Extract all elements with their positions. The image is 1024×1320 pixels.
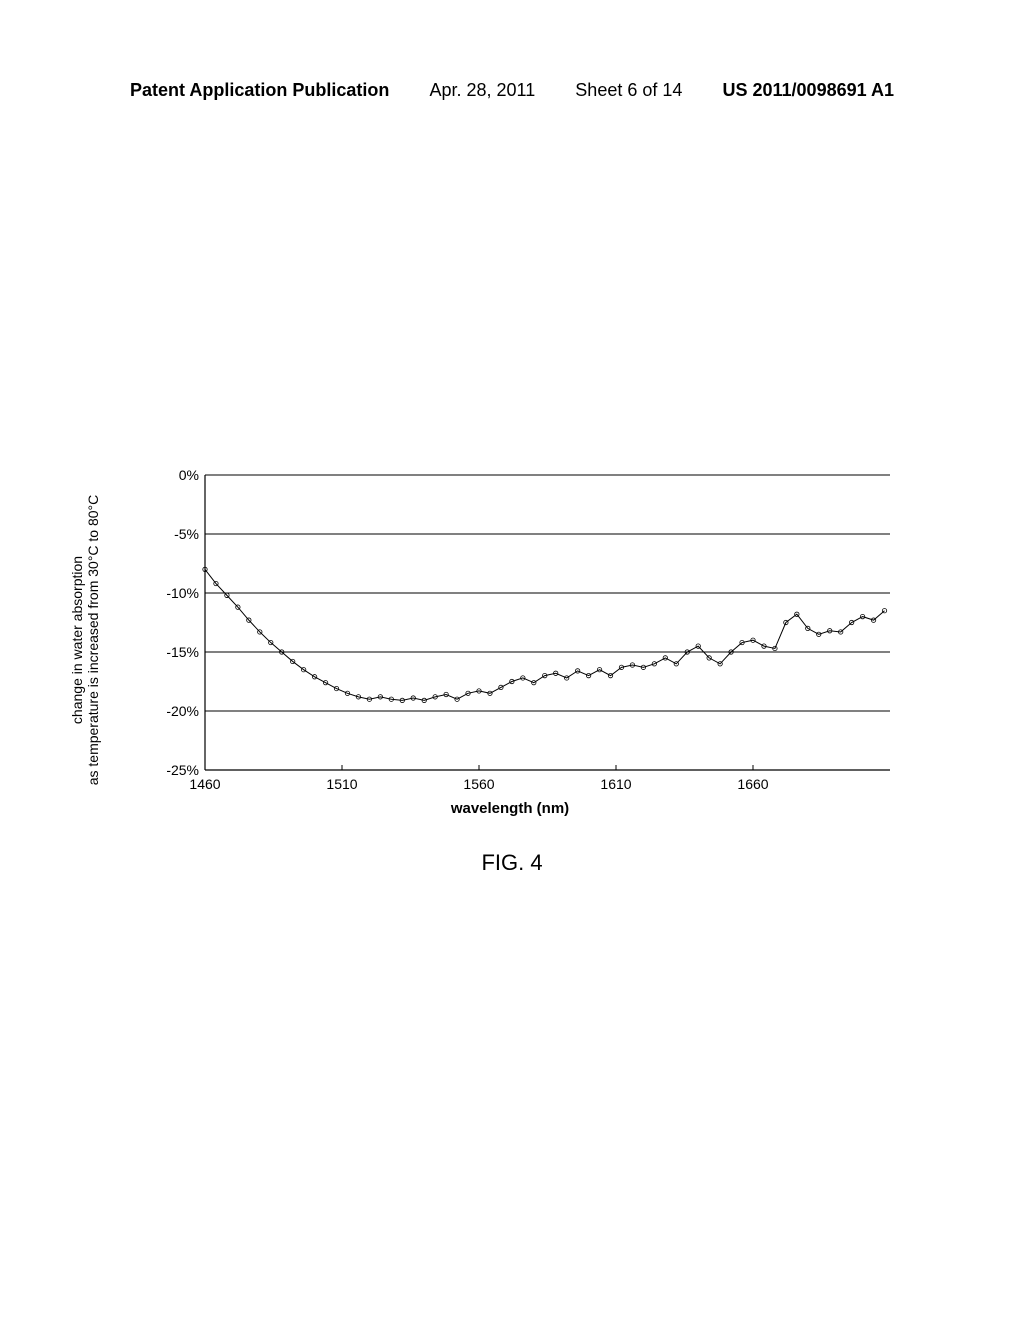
document-number: US 2011/0098691 A1 bbox=[722, 80, 893, 101]
y-tick-label: -20% bbox=[166, 703, 199, 719]
publication-label: Patent Application Publication bbox=[130, 80, 389, 101]
y-tick-label: -10% bbox=[166, 585, 199, 601]
sheet-number: Sheet 6 of 14 bbox=[575, 80, 682, 101]
x-tick-label: 1610 bbox=[600, 776, 631, 792]
x-tick-label: 1660 bbox=[737, 776, 768, 792]
plot-area: 0%-5%-10%-15%-20%-25%1460151015601610166… bbox=[205, 475, 890, 770]
x-tick-label: 1460 bbox=[189, 776, 220, 792]
x-axis-label: wavelength (nm) bbox=[451, 800, 569, 817]
chart-svg bbox=[205, 475, 890, 770]
y-tick-label: -5% bbox=[174, 526, 199, 542]
y-tick-label: -15% bbox=[166, 644, 199, 660]
y-axis-label: change in water absorption as temperatur… bbox=[69, 495, 101, 786]
y-axis-label-line2: as temperature is increased from 30°C to… bbox=[85, 495, 101, 786]
y-tick-label: 0% bbox=[179, 467, 199, 483]
absorption-chart: change in water absorption as temperatur… bbox=[130, 475, 890, 805]
y-axis-label-line1: change in water absorption bbox=[69, 556, 85, 724]
page-header: Patent Application Publication Apr. 28, … bbox=[0, 80, 1024, 101]
x-tick-label: 1560 bbox=[463, 776, 494, 792]
x-tick-label: 1510 bbox=[326, 776, 357, 792]
figure-caption: FIG. 4 bbox=[0, 850, 1024, 876]
publication-date: Apr. 28, 2011 bbox=[429, 80, 535, 101]
